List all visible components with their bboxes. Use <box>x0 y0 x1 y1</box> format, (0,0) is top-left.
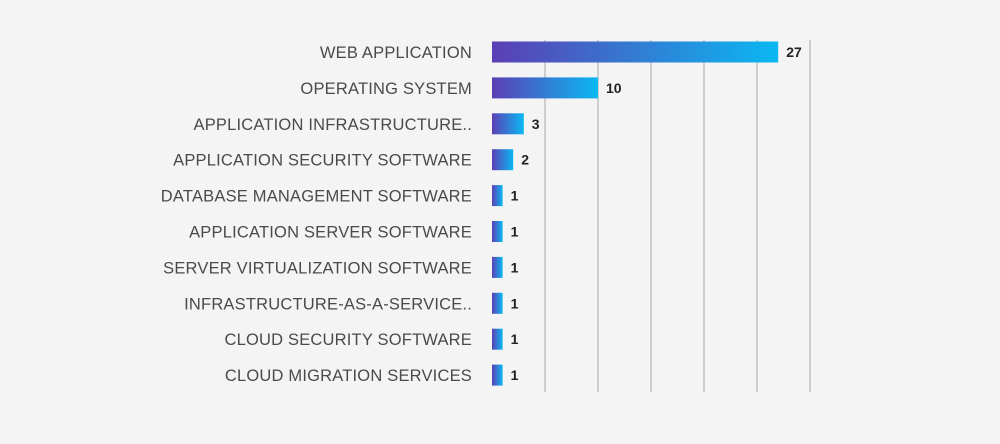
bar-5 <box>492 221 503 242</box>
category-labels: WEB APPLICATION OPERATING SYSTEM APPLICATI… <box>161 44 472 385</box>
category-label-2: APPLICATION INFRASTRUCTURE.. <box>194 116 473 134</box>
category-label-7: INFRASTRUCTURE-AS-A-SERVICE.. <box>184 295 472 313</box>
category-label-0: WEB APPLICATION <box>320 44 472 62</box>
value-label-3: 2 <box>521 152 529 168</box>
grid-lines <box>544 40 811 392</box>
value-label-1: 10 <box>606 80 622 96</box>
bar-2 <box>492 113 524 135</box>
value-labels: 27 10 3 2 1 1 1 1 1 1 <box>511 44 802 383</box>
value-label-8: 1 <box>511 331 519 347</box>
category-label-1: OPERATING SYSTEM <box>300 80 472 98</box>
category-label-6: SERVER VIRTUALIZATION SOFTWARE <box>163 259 472 277</box>
value-label-0: 27 <box>786 44 802 60</box>
value-label-7: 1 <box>511 295 519 311</box>
value-label-9: 1 <box>511 367 519 383</box>
bar-0 <box>492 41 779 63</box>
bar-4 <box>492 185 503 207</box>
value-label-5: 1 <box>511 224 519 240</box>
value-label-4: 1 <box>511 188 519 204</box>
category-label-4: DATABASE MANAGEMENT SOFTWARE <box>161 188 472 206</box>
category-label-9: CLOUD MIGRATION SERVICES <box>225 367 472 385</box>
bar-3 <box>492 149 514 171</box>
category-label-8: CLOUD SECURITY SOFTWARE <box>224 331 472 349</box>
value-label-2: 3 <box>532 116 540 132</box>
bars <box>492 41 779 386</box>
bar-9 <box>492 364 503 386</box>
bar-7 <box>492 292 503 314</box>
category-label-5: APPLICATION SERVER SOFTWARE <box>189 224 472 242</box>
bar-8 <box>492 328 503 350</box>
value-label-6: 1 <box>511 259 519 275</box>
bar-6 <box>492 256 503 278</box>
bar-1 <box>492 77 598 99</box>
category-label-3: APPLICATION SECURITY SOFTWARE <box>173 152 472 170</box>
